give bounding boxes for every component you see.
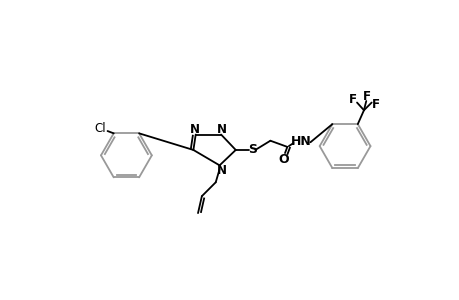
Text: N: N	[217, 123, 226, 136]
Text: F: F	[362, 90, 370, 103]
Text: HN: HN	[290, 135, 311, 148]
Text: O: O	[278, 153, 288, 166]
Text: F: F	[371, 98, 380, 111]
Text: N: N	[190, 123, 200, 136]
Text: Cl: Cl	[94, 122, 106, 135]
Text: N: N	[217, 164, 226, 177]
Text: S: S	[248, 143, 257, 157]
Text: F: F	[348, 93, 356, 106]
